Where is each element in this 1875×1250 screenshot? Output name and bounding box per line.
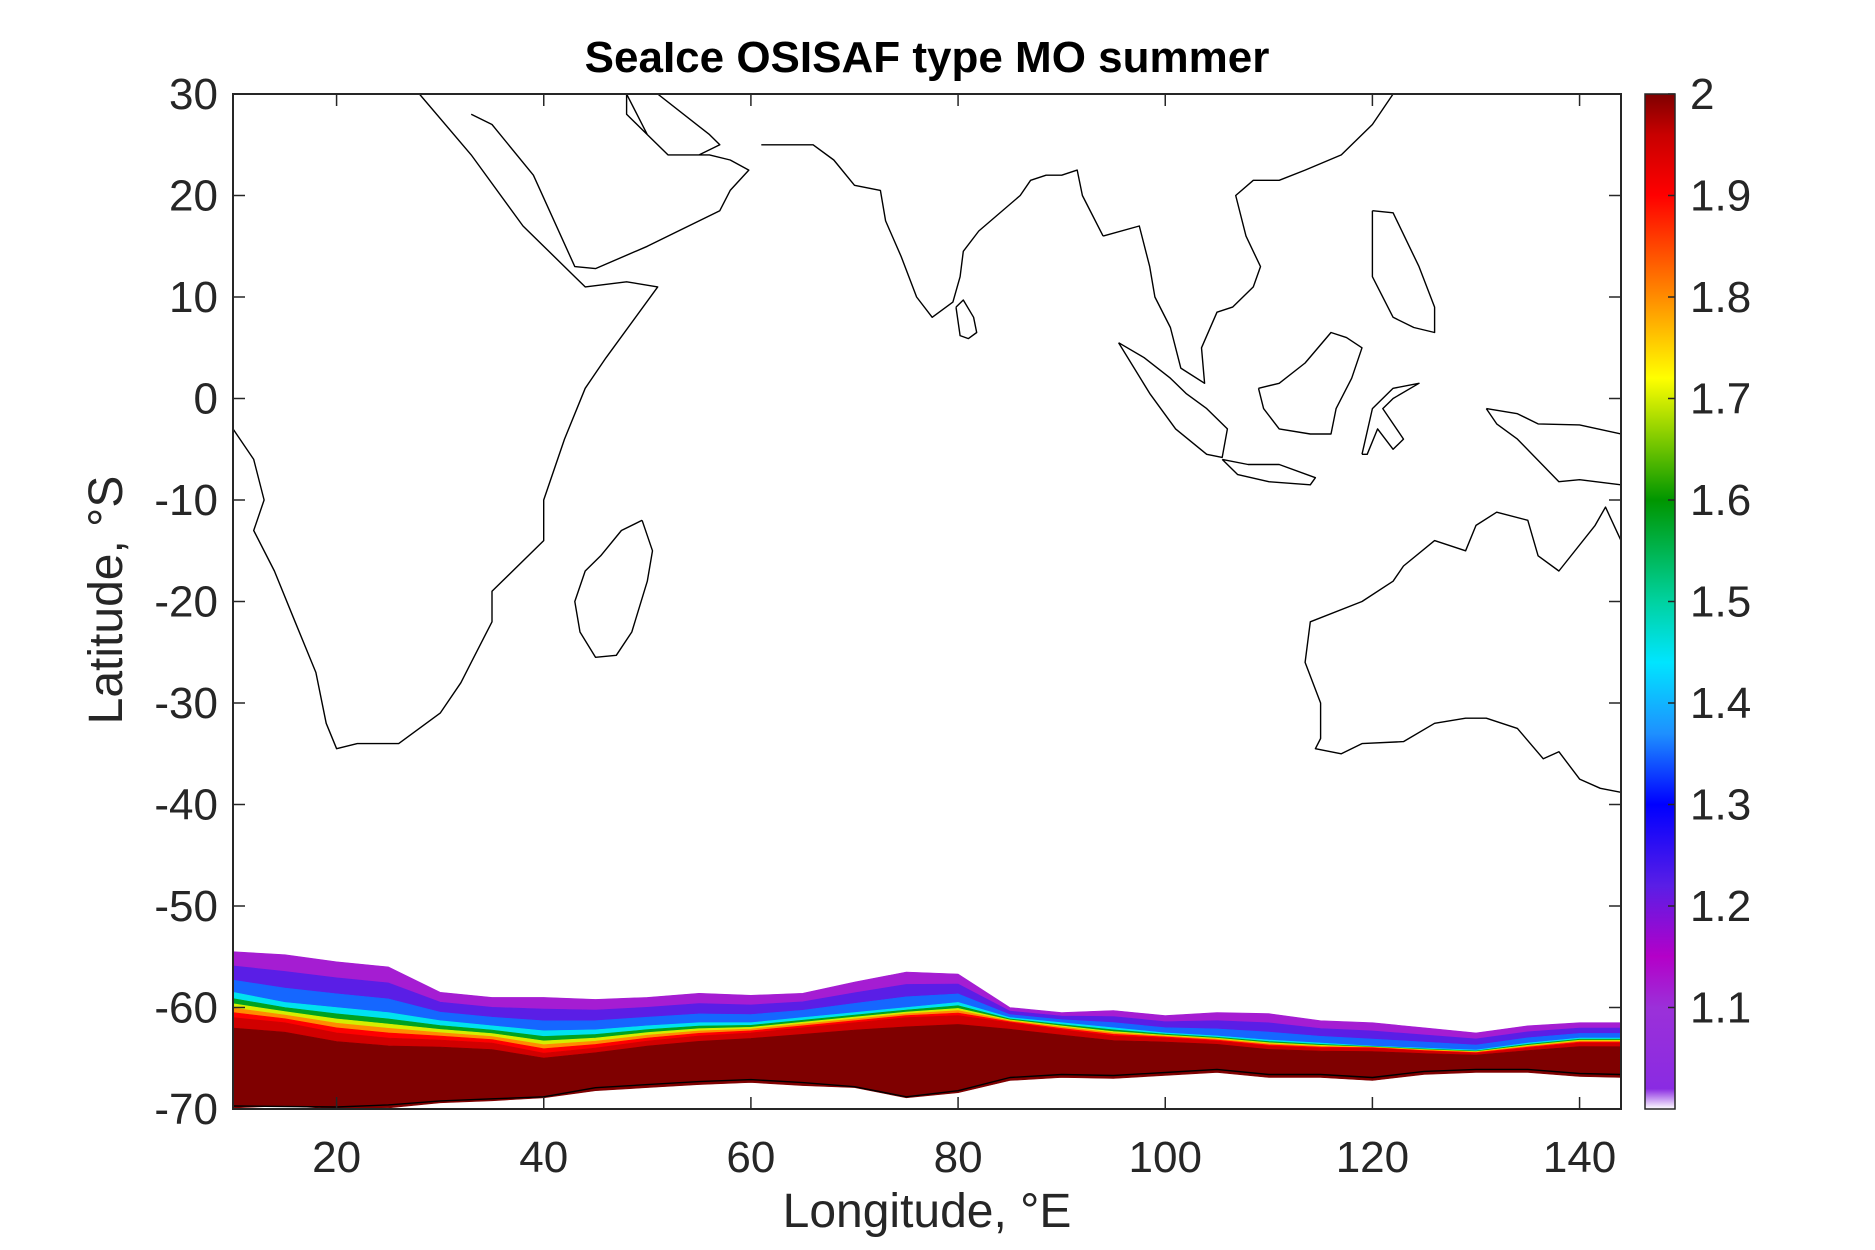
coastlines	[233, 94, 1621, 1108]
colorbar-tick-label: 1.7	[1690, 375, 1751, 424]
x-tick-label: 140	[1543, 1133, 1616, 1182]
colorbar-tick-label: 2	[1690, 70, 1714, 119]
colorbar-tick-label: 1.1	[1690, 984, 1751, 1033]
y-axis-ticks: 30 20 10 0 -10 -20 -30 -40 -50 -60 -70	[154, 70, 1621, 1134]
coastline-se-asia	[1102, 94, 1394, 384]
x-tick-label: 20	[312, 1133, 361, 1182]
coastline-madagascar	[574, 519, 654, 658]
coastline-australia	[1304, 506, 1621, 793]
colorbar-tick-label: 1.2	[1690, 882, 1751, 931]
colorbar-tick-label: 1.5	[1690, 578, 1751, 627]
x-tick-label: 80	[934, 1133, 983, 1182]
colorbar-tick-label: 1.3	[1690, 781, 1751, 830]
colorbar-tick-label: 1.8	[1690, 273, 1751, 322]
x-tick-label: 120	[1336, 1133, 1409, 1182]
y-tick-label: -20	[154, 578, 218, 627]
colorbar-tick-label: 1.6	[1690, 476, 1751, 525]
chart-title: SeaIce OSISAF type MO summer	[585, 33, 1270, 82]
coastline-arabia	[470, 94, 750, 270]
y-tick-label: 0	[194, 375, 218, 424]
y-tick-label: 10	[169, 273, 218, 322]
x-axis-ticks: 20 40 60 80 100 120 140	[312, 94, 1616, 1182]
y-tick-label: -10	[154, 476, 218, 525]
colorbar-ticks: 2 1.9 1.8 1.7 1.6 1.5 1.4 1.3 1.2 1.1	[1668, 70, 1751, 1033]
coastline-sulawesi	[1361, 382, 1420, 455]
coastline-sri-lanka	[955, 299, 978, 340]
x-tick-label: 100	[1129, 1133, 1202, 1182]
coastline-new-guinea	[1485, 407, 1621, 486]
coastline-sumatra	[1118, 342, 1229, 459]
coastline-india	[761, 144, 1104, 318]
y-tick-label: -50	[154, 882, 218, 931]
x-axis-label: Longitude, °E	[783, 1185, 1072, 1238]
map-plot-area: 20 40 60 80 100 120 140 3020100-10-20-30-40-50…	[154, 70, 1622, 1182]
coastline-philippines	[1371, 210, 1436, 334]
y-tick-label: -70	[154, 1085, 218, 1134]
x-tick-label: 40	[519, 1133, 568, 1182]
coastline-antarctica	[233, 1068, 1621, 1108]
y-axis-label: Latitude, °S	[80, 476, 133, 725]
y-tick-label: -60	[154, 984, 218, 1033]
coastline-africa	[233, 94, 659, 750]
x-tick-label: 60	[726, 1133, 775, 1182]
map-background	[233, 94, 1621, 1109]
y-tick-label: 30	[169, 70, 218, 119]
y-tick-label: -40	[154, 781, 218, 830]
y-tick-label: 20	[169, 172, 218, 221]
y-tick-label: -30	[154, 679, 218, 728]
colorbar: 2 1.9 1.8 1.7 1.6 1.5 1.4 1.3 1.2 1.1	[1644, 70, 1751, 1110]
coastline-borneo	[1257, 331, 1363, 435]
ice-layer-9	[233, 1024, 1621, 1109]
sea-ice-field	[233, 951, 1621, 1109]
colorbar-tick-label: 1.9	[1690, 172, 1751, 221]
colorbar-tick-label: 1.4	[1690, 679, 1751, 728]
coastline-java	[1221, 458, 1317, 486]
